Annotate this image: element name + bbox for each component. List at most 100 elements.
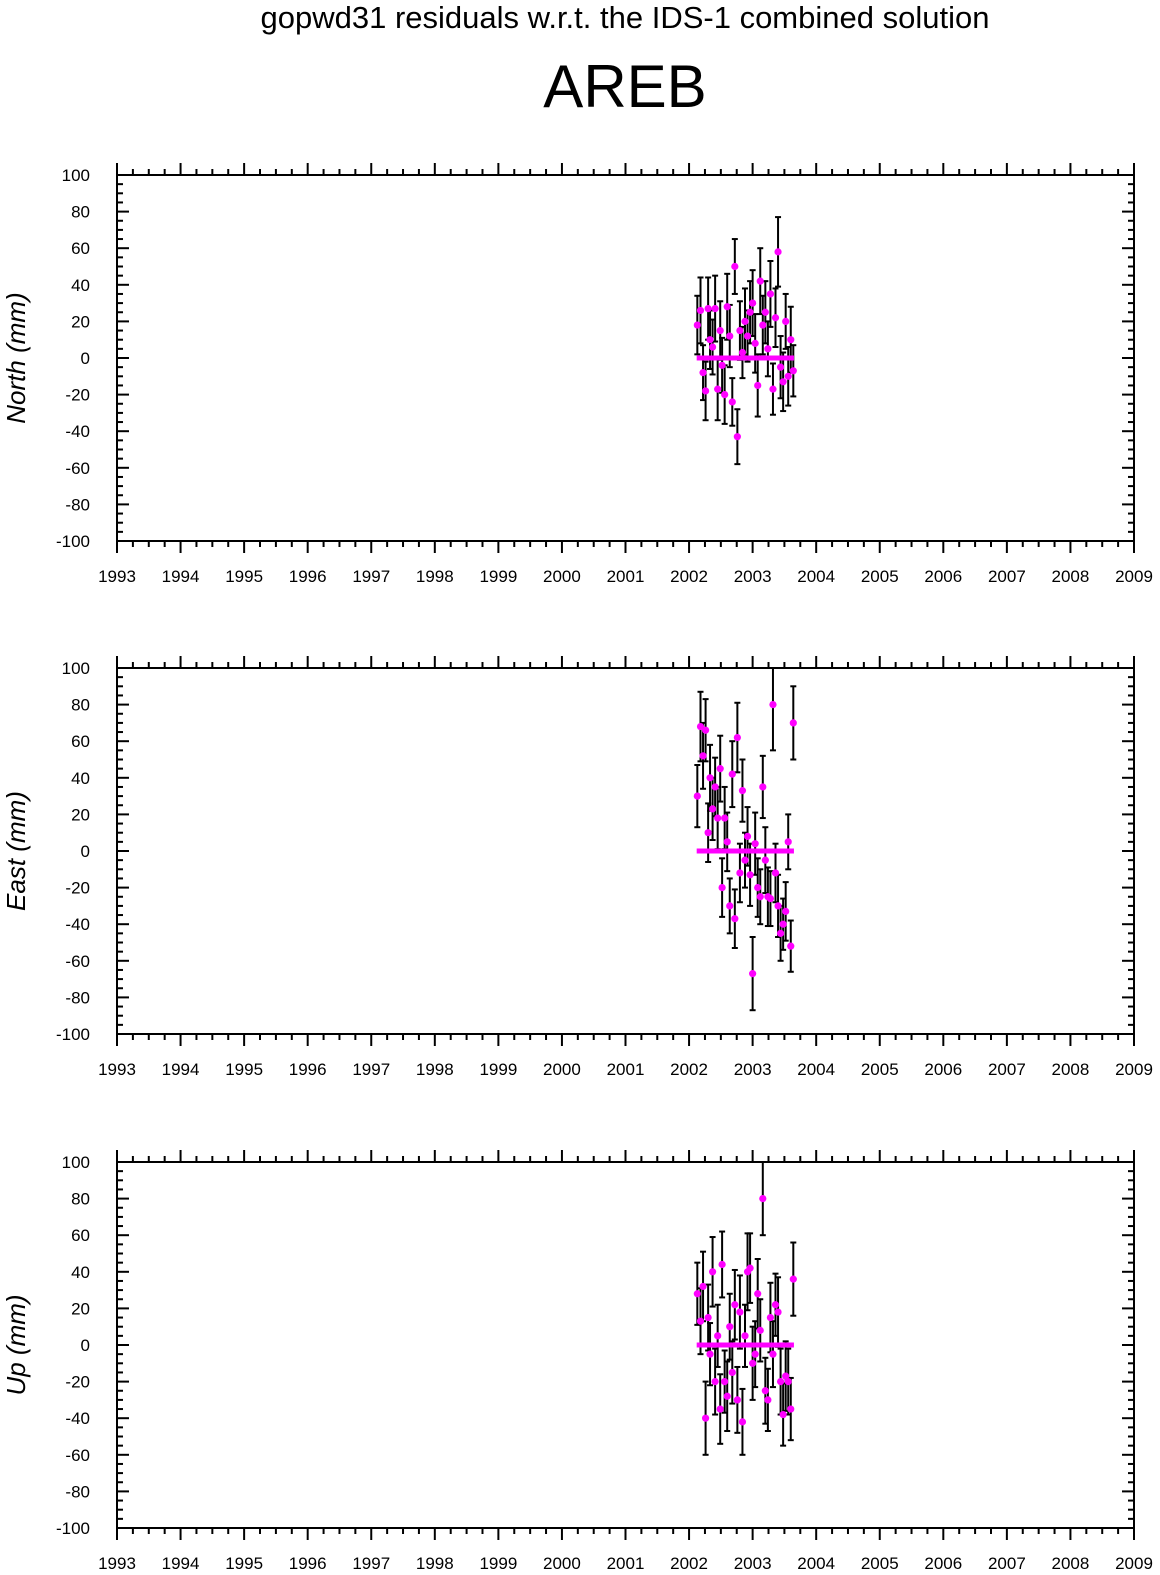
up-xtick-label: 2001 bbox=[607, 1554, 645, 1573]
up-data-point bbox=[776, 1378, 785, 1386]
up-xtick-label: 1999 bbox=[479, 1554, 517, 1573]
east-ytick-label: 40 bbox=[71, 769, 90, 788]
east-xtick-label: 2004 bbox=[797, 1060, 835, 1079]
up-xtick-label: 2005 bbox=[861, 1554, 899, 1573]
north-ytick-label: -100 bbox=[56, 532, 90, 551]
up-data-point bbox=[708, 1268, 717, 1276]
up-data-point bbox=[733, 1396, 741, 1404]
east-data-point bbox=[766, 894, 775, 903]
up-xtick-label: 2006 bbox=[924, 1554, 962, 1573]
north-xtick-label: 1997 bbox=[352, 567, 390, 586]
east-ytick-label: 60 bbox=[71, 732, 90, 751]
up-data-point bbox=[749, 1359, 757, 1367]
north-xtick-label: 1996 bbox=[289, 567, 327, 586]
up-data-point bbox=[731, 1301, 739, 1309]
north-data-point bbox=[701, 387, 710, 395]
north-xtick-label: 2003 bbox=[734, 567, 772, 586]
up-data-point bbox=[761, 1387, 769, 1395]
east-data-point bbox=[761, 856, 769, 864]
east-xtick-label: 2006 bbox=[924, 1060, 962, 1079]
north-data-point bbox=[779, 378, 787, 386]
east-data-point bbox=[738, 787, 747, 795]
east-xtick-label: 2000 bbox=[543, 1060, 581, 1079]
east-data-point bbox=[701, 726, 710, 734]
north-ytick-label: -60 bbox=[65, 459, 90, 478]
east-xtick-label: 2009 bbox=[1115, 1060, 1153, 1079]
up-ytick-label: -20 bbox=[65, 1373, 90, 1392]
north-ytick-label: 20 bbox=[71, 312, 90, 331]
east-data-point bbox=[787, 942, 795, 950]
up-xtick-label: 2008 bbox=[1052, 1554, 1090, 1573]
north-ytick-label: 40 bbox=[71, 276, 90, 295]
up-xtick-label: 2007 bbox=[988, 1554, 1026, 1573]
up-ytick-label: 20 bbox=[71, 1299, 90, 1318]
east-xtick-label: 1994 bbox=[162, 1060, 200, 1079]
station-title: AREB bbox=[543, 53, 707, 120]
north-data-point bbox=[718, 361, 726, 369]
east-xtick-label: 1999 bbox=[479, 1060, 517, 1079]
up-ytick-label: -100 bbox=[56, 1519, 90, 1538]
north-data-point bbox=[787, 336, 795, 344]
up-xtick-label: 1995 bbox=[225, 1554, 263, 1573]
east-errorbar bbox=[769, 667, 776, 752]
up-data-point bbox=[789, 1275, 797, 1283]
east-ytick-label: 0 bbox=[81, 842, 90, 861]
east-data-point bbox=[741, 856, 749, 864]
north-xtick-label: 1993 bbox=[98, 567, 136, 586]
up-xtick-label: 2003 bbox=[734, 1554, 772, 1573]
north-data-point bbox=[776, 363, 785, 371]
up-data-point bbox=[736, 1308, 744, 1316]
east-ylabel: East (mm) bbox=[1, 791, 31, 911]
east-xtick-label: 2002 bbox=[670, 1060, 708, 1079]
north-ytick-label: 60 bbox=[71, 239, 90, 258]
up-data-point bbox=[784, 1378, 792, 1386]
east-data-point bbox=[782, 907, 790, 915]
east-data-point bbox=[708, 805, 717, 813]
north-data-point bbox=[746, 308, 754, 316]
north-ytick-label: -40 bbox=[65, 422, 90, 441]
up-ytick-label: 40 bbox=[71, 1263, 90, 1282]
up-ytick-label: -60 bbox=[65, 1446, 90, 1465]
east-data-point bbox=[774, 902, 782, 910]
north-xtick-label: 2001 bbox=[607, 567, 645, 586]
east-panel: 1993 1994 1995 1996 1997 1998 1999 2000 2001 2002… bbox=[1, 656, 1153, 1079]
north-data-point bbox=[711, 304, 719, 313]
north-data-point bbox=[771, 314, 780, 322]
east-xtick-label: 1995 bbox=[225, 1060, 263, 1079]
up-data-point bbox=[721, 1378, 729, 1386]
north-data-point bbox=[736, 326, 744, 335]
up-data-point bbox=[759, 1195, 767, 1203]
up-xtick-label: 2009 bbox=[1115, 1554, 1153, 1573]
north-ytick-label: 0 bbox=[81, 349, 90, 368]
east-data-point bbox=[731, 915, 739, 923]
north-data-point bbox=[756, 277, 764, 285]
north-xtick-label: 2004 bbox=[797, 567, 835, 586]
up-xtick-label: 1993 bbox=[98, 1554, 136, 1573]
east-data-point bbox=[704, 829, 712, 837]
north-frame bbox=[116, 174, 1135, 542]
up-xtick-label: 2004 bbox=[797, 1554, 835, 1573]
up-ytick-label: 80 bbox=[71, 1190, 90, 1209]
north-data-point bbox=[761, 308, 769, 316]
north-xtick-label: 2007 bbox=[988, 567, 1026, 586]
up-xtick-label: 1994 bbox=[162, 1554, 200, 1573]
north-data-point bbox=[759, 321, 767, 329]
north-data-point bbox=[766, 290, 775, 298]
east-xtick-label: 2007 bbox=[988, 1060, 1026, 1079]
up-ytick-label: 60 bbox=[71, 1226, 90, 1245]
north-ytick-label: -80 bbox=[65, 495, 90, 514]
north-xtick-label: 1999 bbox=[479, 567, 517, 586]
east-xtick-label: 2001 bbox=[607, 1060, 645, 1079]
east-data-point bbox=[743, 832, 752, 840]
north-data-point bbox=[743, 332, 752, 340]
north-data-point bbox=[726, 332, 734, 340]
north-xtick-label: 2006 bbox=[924, 567, 962, 586]
up-xtick-label: 2002 bbox=[670, 1554, 708, 1573]
east-data-point bbox=[771, 869, 780, 877]
north-ytick-label: 100 bbox=[62, 166, 90, 185]
east-xtick-label: 2005 bbox=[861, 1060, 899, 1079]
up-data-point bbox=[704, 1313, 712, 1322]
up-frame bbox=[116, 1161, 1135, 1529]
up-data-point bbox=[723, 1392, 731, 1400]
north-data-point bbox=[784, 372, 792, 380]
